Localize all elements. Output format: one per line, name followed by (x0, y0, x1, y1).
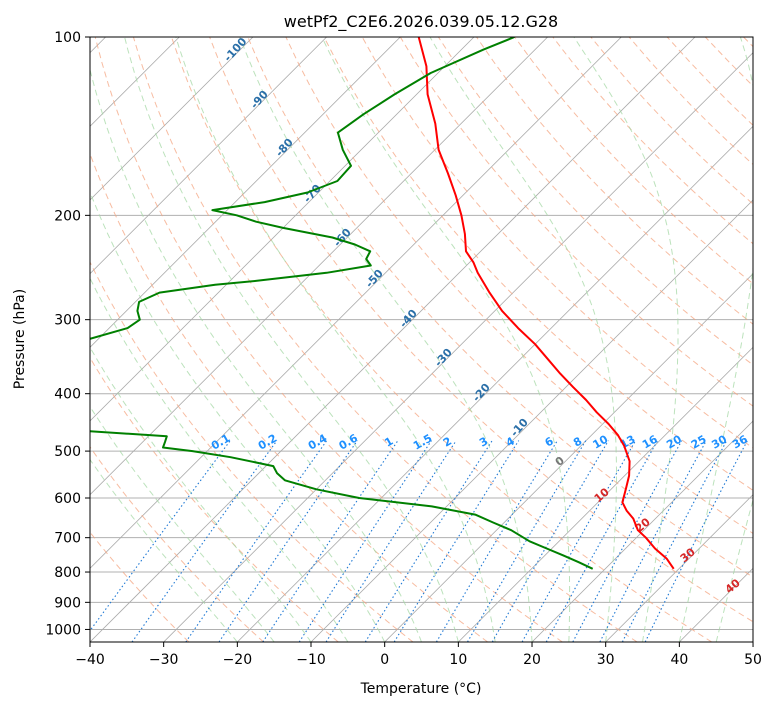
y-tick-label: 200 (54, 208, 81, 224)
moist-adiabat-line (429, 37, 617, 642)
mixing-ratio-line (131, 440, 278, 642)
mixing-ratio-line (325, 440, 457, 642)
mixing-ratio-line (364, 440, 493, 642)
moist-adiabat-line (90, 405, 275, 642)
dry-adiabat-line (285, 37, 753, 535)
moist-adiabat-line (90, 67, 422, 642)
dry-adiabat-line (323, 37, 753, 491)
x-axis-label: Temperature (°C) (360, 681, 482, 697)
moist-adiabat-line (678, 37, 753, 642)
x-tick-label: 50 (744, 652, 762, 668)
y-axis-ticks: 100 200 300 400 500 600 700 800 900 1000 (45, 30, 90, 638)
moist-adiabat-line (90, 277, 349, 642)
moist-adiabat-line (90, 346, 312, 642)
isotherm-line (90, 37, 327, 275)
mixing-ratio-line (298, 440, 432, 642)
x-tick-label: 20 (523, 652, 541, 668)
dry-adiabat-line (90, 260, 414, 642)
x-tick-label: −40 (75, 652, 105, 668)
mixing-ratio-line (185, 440, 328, 642)
dry-adiabat-line (209, 37, 753, 623)
x-tick-label: 40 (670, 652, 688, 668)
x-tick-label: −20 (223, 652, 253, 668)
mixing-ratio-line (90, 440, 231, 632)
moist-adiabat-line (124, 37, 459, 642)
x-tick-label: −10 (296, 652, 326, 668)
chart-title: wetPf2_C2E6.2026.039.05.12.G28 (284, 12, 558, 32)
x-axis-ticks: −40 −30 −20 −10 0 10 20 30 40 50 (75, 642, 762, 668)
isotherm-line (90, 37, 475, 422)
isotherm-line (752, 641, 753, 642)
x-tick-label: 30 (597, 652, 615, 668)
y-tick-label: 700 (54, 531, 81, 547)
isotherm-line (90, 37, 401, 348)
mixing-ratio-line (467, 440, 587, 642)
isotherm-line (90, 37, 254, 201)
isotherm-line (90, 37, 548, 496)
y-tick-label: 100 (54, 30, 81, 46)
mixing-ratio-line (218, 440, 358, 642)
moist-adiabat-line (175, 37, 496, 642)
dry-adiabat-line (94, 37, 563, 642)
isotherm-line (531, 420, 753, 642)
mixing-ratio-line (545, 440, 659, 642)
mixing-ratio-line (521, 440, 637, 642)
y-tick-label: 400 (54, 387, 81, 403)
y-tick-label: 800 (54, 565, 81, 581)
mixing-ratio-line (491, 440, 609, 642)
mixing-ratio-line (262, 440, 399, 642)
x-tick-label: 10 (449, 652, 467, 668)
mixing-ratio-line (644, 440, 748, 642)
isotherm-line (90, 37, 622, 569)
dewpoint-profile-line (90, 37, 594, 570)
moist-adiabat-line (239, 37, 533, 642)
dry-adiabat-line (90, 356, 339, 642)
isotherm-line (384, 273, 753, 642)
moist-adiabat-line (715, 498, 753, 642)
moist-adiabat-line (90, 190, 386, 642)
y-axis-label: Pressure (hPa) (12, 289, 28, 389)
moist-adiabat-line (90, 458, 238, 642)
moist-adiabat-line (573, 37, 679, 642)
dry-adiabat-line (476, 37, 753, 325)
moist-adiabat-line (321, 37, 571, 642)
y-tick-label: 300 (54, 313, 81, 329)
x-tick-label: −30 (149, 652, 179, 668)
mixing-ratio-line (393, 440, 520, 642)
background-lines (90, 37, 753, 642)
y-tick-label: 900 (54, 595, 81, 611)
sounding-profiles (90, 37, 675, 570)
temperature-profile-line (417, 37, 675, 570)
dry-adiabat-line (171, 37, 713, 642)
isotherm-line (237, 125, 753, 642)
plot-frame (89, 36, 754, 643)
y-tick-label: 500 (54, 444, 81, 460)
dry-adiabat-line (90, 446, 264, 642)
isotherm-line (605, 494, 753, 642)
x-tick-label: 0 (380, 652, 389, 668)
mixing-ratio-line (572, 440, 683, 642)
mixing-ratio-line (435, 440, 558, 642)
isotherm-line (458, 346, 753, 642)
y-tick-label: 1000 (45, 622, 81, 638)
dry-adiabat-line (247, 37, 753, 578)
dry-adiabat-line (514, 37, 753, 285)
isotherm-line (163, 52, 753, 642)
plot-background (90, 37, 753, 642)
y-tick-label: 600 (54, 491, 81, 507)
